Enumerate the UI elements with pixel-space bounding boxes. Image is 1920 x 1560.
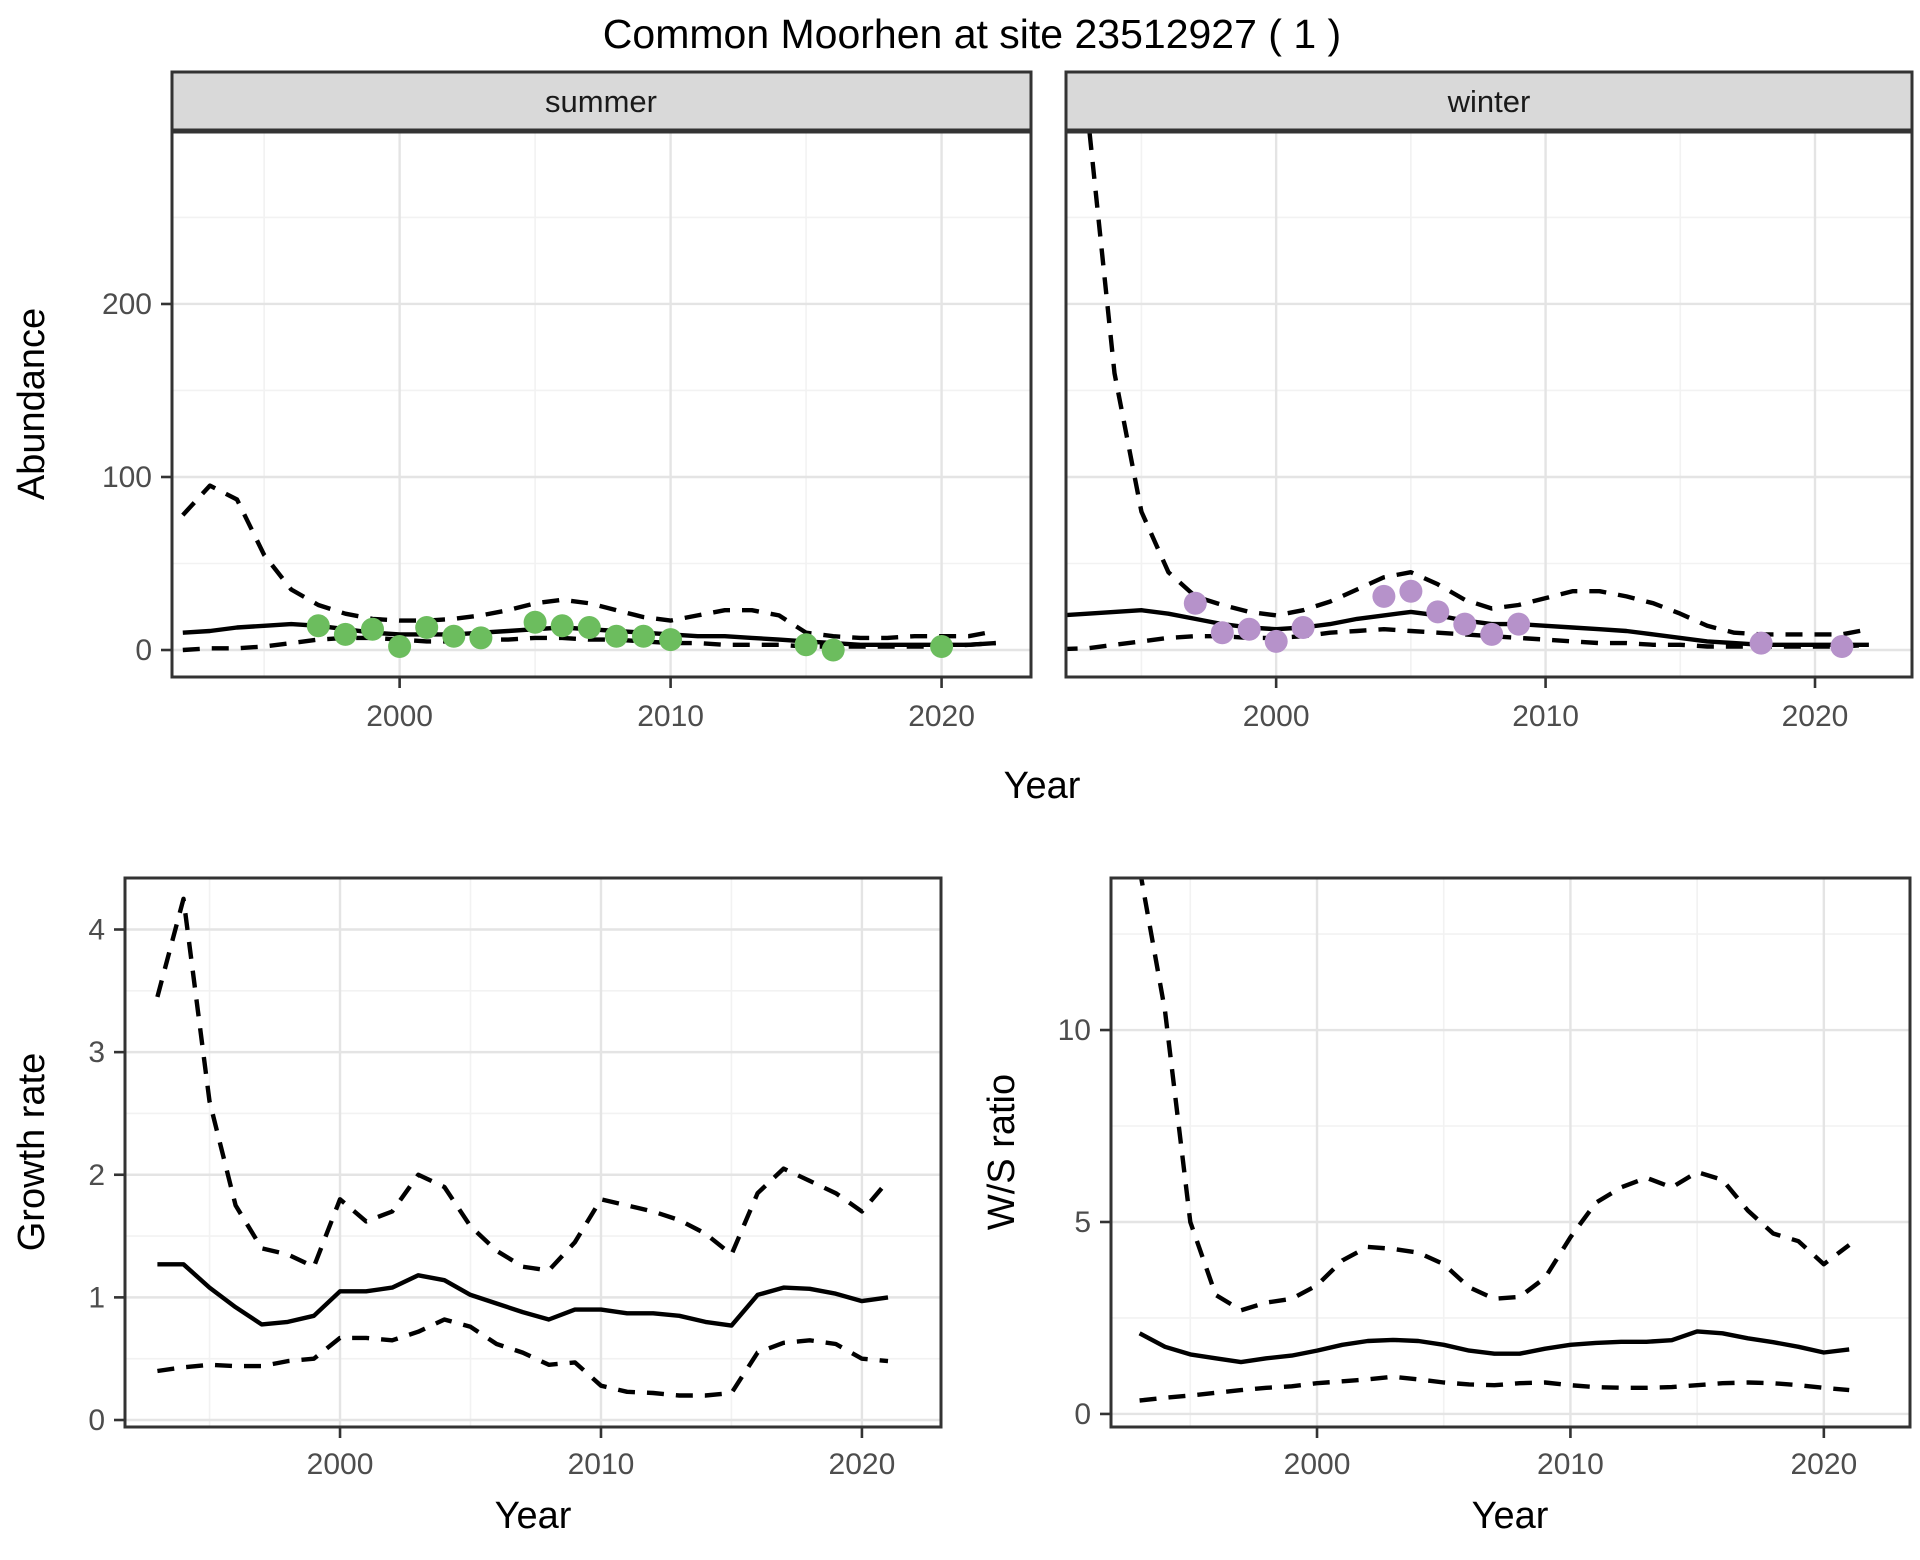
ci-line [155, 896, 890, 1273]
axis-tick-label: 2 [88, 1159, 105, 1192]
axis-tick-label: 1 [88, 1281, 105, 1314]
axis-tick-label: 0 [1074, 1398, 1091, 1431]
ci-line [181, 483, 997, 641]
x-axis-title-year-bottom-right: Year [1472, 1495, 1549, 1537]
axis-tick-label: 100 [102, 461, 152, 494]
mean-line [157, 1262, 889, 1328]
panel-border [1064, 130, 1914, 679]
axis-tick-label: 2010 [1537, 1448, 1604, 1481]
mean-line [1138, 1329, 1850, 1365]
axis-tick-label: 3 [88, 1036, 105, 1069]
panel-border [123, 876, 943, 1429]
axis-tick-label: 2020 [1790, 1448, 1857, 1481]
data-point [930, 635, 954, 658]
data-point [632, 624, 655, 648]
data-point [1291, 616, 1315, 639]
facet-strip [1064, 70, 1914, 132]
data-point [1237, 617, 1261, 641]
facet-strip-label-winter: winter [1447, 84, 1531, 119]
data-point [442, 624, 466, 648]
axis-tick-label: 2000 [307, 1448, 374, 1481]
data-point [604, 624, 628, 648]
y-axis-title-abundance: Abundance [11, 308, 53, 500]
data-point [388, 635, 412, 658]
axis-tick-label: 2020 [908, 700, 975, 733]
data-point [469, 626, 493, 650]
panel-border [170, 130, 1033, 679]
data-point [306, 614, 330, 638]
data-point [1264, 629, 1288, 653]
axis-tick-label: 4 [88, 914, 105, 947]
axis-tick-label: 200 [102, 288, 152, 321]
ci-line [1139, 1374, 1850, 1403]
data-point [333, 622, 357, 646]
data-point [523, 610, 547, 634]
x-axis-title-year-bottom-left: Year [495, 1495, 572, 1537]
data-point [1507, 612, 1531, 636]
data-point [577, 616, 601, 639]
data-point [1372, 584, 1396, 608]
data-point [659, 628, 683, 652]
data-point [361, 617, 384, 641]
axis-tick-label: 2020 [829, 1448, 896, 1481]
y-axis-title-growth-rate: Growth rate [11, 1053, 53, 1252]
data-point [1480, 622, 1504, 646]
data-point [550, 614, 574, 638]
axis-tick-label: 2010 [637, 700, 704, 733]
data-point [1183, 591, 1207, 615]
y-axis-title-ws-ratio: W/S ratio [981, 1074, 1023, 1230]
axis-tick-label: 2020 [1782, 700, 1849, 733]
data-point [1399, 579, 1423, 603]
ci-line [182, 635, 996, 653]
axis-tick-label: 2010 [1512, 700, 1579, 733]
data-point [1830, 635, 1854, 658]
chart-title: Common Moorhen at site 23512927 ( 1 ) [603, 11, 1341, 57]
axis-tick-label: 2000 [1243, 700, 1310, 733]
axis-tick-label: 2010 [568, 1448, 635, 1481]
data-point [415, 616, 439, 639]
axis-tick-label: 5 [1074, 1206, 1091, 1239]
data-point [1210, 621, 1234, 645]
x-axis-title-year-top: Year [1004, 765, 1081, 807]
facet-strip-label-summer: summer [545, 84, 657, 119]
ci-line [1139, 878, 1851, 1313]
panel-border [1109, 876, 1912, 1429]
axis-tick-label: 10 [1058, 1014, 1091, 1047]
data-point [794, 633, 818, 657]
axis-tick-label: 2000 [366, 700, 433, 733]
data-point [1453, 612, 1477, 636]
axis-tick-label: 0 [88, 1404, 105, 1437]
ci-line [157, 1317, 889, 1398]
ci-line [1066, 627, 1870, 652]
data-point [1749, 631, 1773, 655]
facet-strip [170, 70, 1033, 132]
axis-tick-label: 0 [135, 634, 152, 667]
ci-line [1087, 132, 1870, 637]
data-point [821, 638, 845, 662]
axis-tick-label: 2000 [1284, 1448, 1351, 1481]
data-point [1426, 600, 1450, 624]
